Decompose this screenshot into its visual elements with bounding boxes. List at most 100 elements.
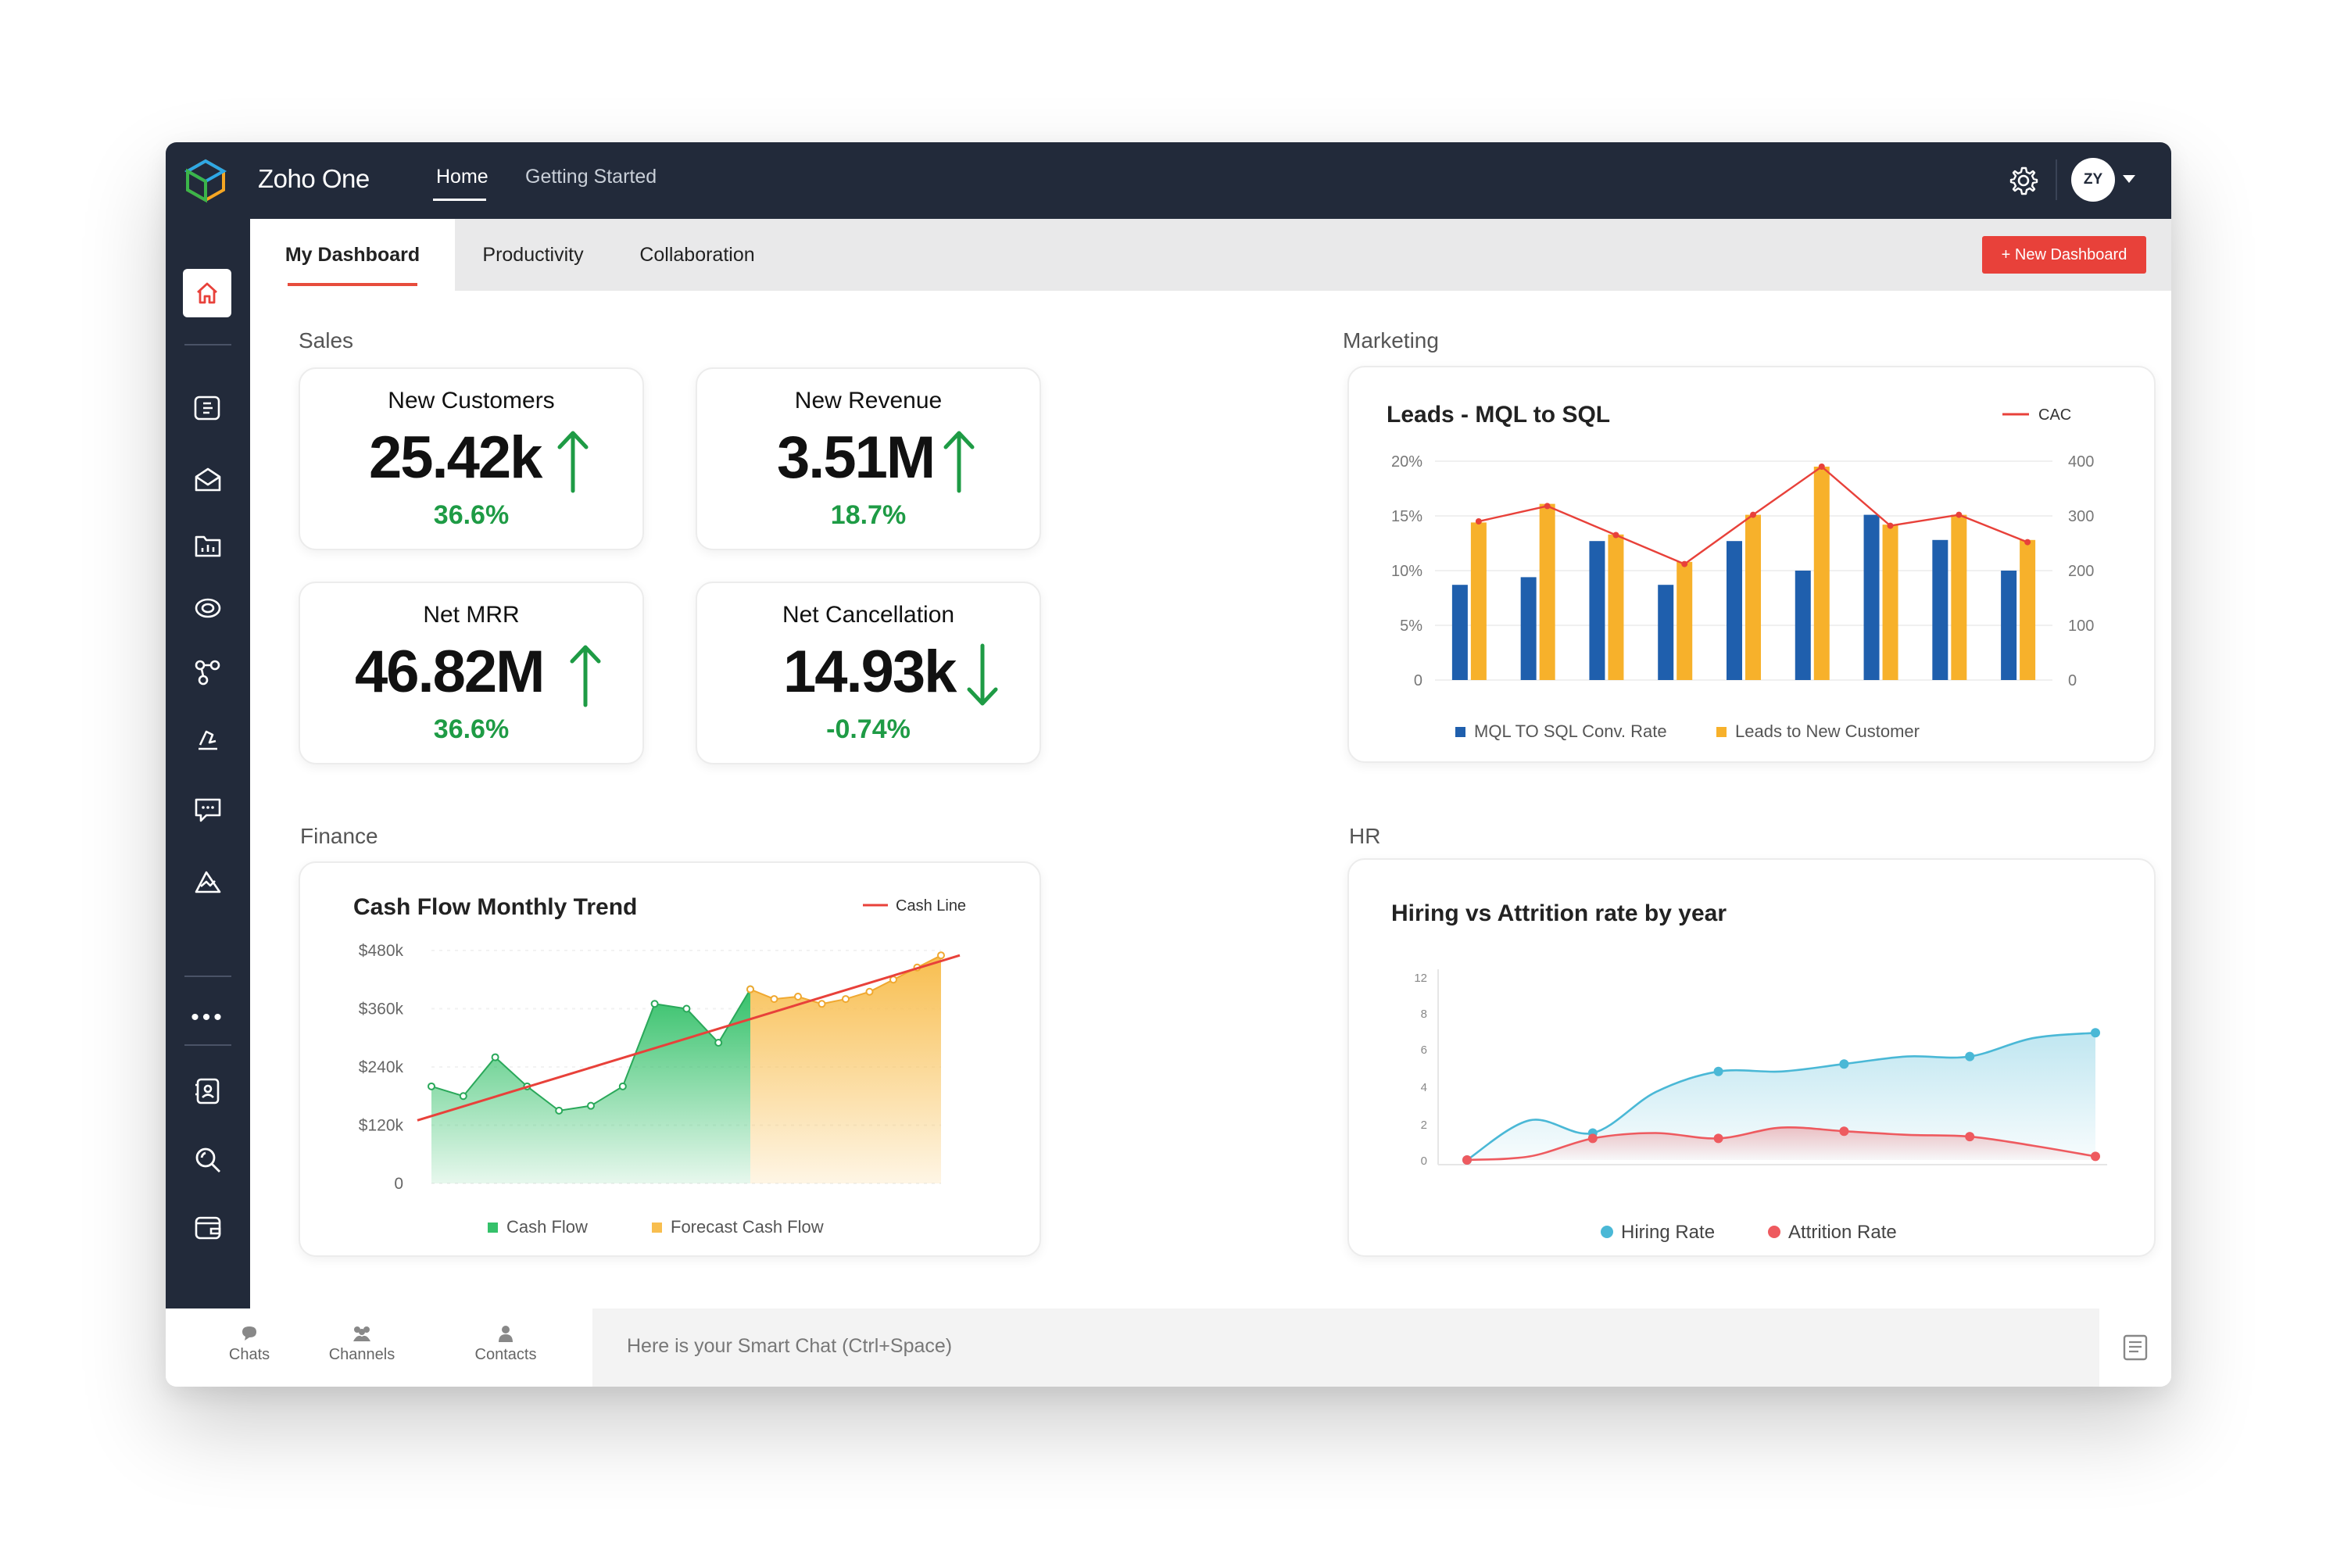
sidebar-mail-icon[interactable] xyxy=(192,464,224,496)
legend-hiring-label: Hiring Rate xyxy=(1621,1222,1715,1243)
attrition-point xyxy=(1462,1155,1472,1165)
cac-point xyxy=(2024,539,2031,546)
cash-flow-point xyxy=(714,1038,723,1047)
legend-mql-swatch xyxy=(1455,727,1465,737)
kpi-change: 36.6% xyxy=(433,714,510,744)
search-icon[interactable] xyxy=(192,1144,224,1176)
zoho-one-logo-icon[interactable] xyxy=(183,158,228,203)
kpi-card-new-customers[interactable]: New Customers 25.42k 36.6% xyxy=(299,367,644,550)
bar-leads xyxy=(1539,503,1555,680)
smart-chat-input[interactable]: Here is your Smart Chat (Ctrl+Space) xyxy=(627,1335,953,1357)
channels-label: Channels xyxy=(328,1346,395,1363)
chevron-down-icon[interactable] xyxy=(2123,175,2135,183)
new-dashboard-button[interactable]: + New Dashboard xyxy=(1982,236,2146,274)
contacts-label: Contacts xyxy=(474,1346,537,1363)
y-tick-label: 12 xyxy=(1414,972,1427,985)
tab-my-dashboard[interactable]: My Dashboard xyxy=(250,219,455,291)
sidebar-signature-icon[interactable] xyxy=(192,724,224,755)
kpi-card-new-revenue[interactable]: New Revenue 3.51M 18.7% xyxy=(696,367,1041,550)
bar-leads xyxy=(2020,539,2036,680)
sidebar-crm-icon[interactable] xyxy=(192,392,224,424)
cac-point xyxy=(1612,532,1619,539)
bar-leads xyxy=(1882,524,1898,680)
sidebar-analytics-folder-icon[interactable] xyxy=(192,530,224,561)
sidebar-separator xyxy=(184,344,231,345)
sidebar-wallet-icon[interactable] xyxy=(192,1212,224,1243)
y-tick-label: 6 xyxy=(1421,1044,1427,1057)
cac-point xyxy=(1750,511,1756,518)
hiring-line xyxy=(1466,1032,2096,1162)
kpi-card-net-cancellation[interactable]: Net Cancellation 14.93k -0.74% xyxy=(696,582,1041,764)
tab-productivity[interactable]: Productivity xyxy=(482,244,584,266)
attrition-point xyxy=(2091,1151,2100,1162)
sidebar-item-home[interactable] xyxy=(183,269,231,317)
sidebar-workflow-icon[interactable] xyxy=(192,657,224,688)
chart-title: Hiring vs Attrition rate by year xyxy=(1391,900,1727,926)
legend-forecast-label: Forecast Cash Flow xyxy=(671,1217,824,1237)
hiring-point xyxy=(1839,1059,1849,1069)
y-tick-label: $360k xyxy=(359,1001,404,1018)
cash-line xyxy=(417,954,961,1122)
gear-icon[interactable] xyxy=(2009,166,2038,195)
y-tick-label: 8 xyxy=(1421,1008,1427,1021)
y-right-tick-label: 100 xyxy=(2068,618,2094,635)
cac-point xyxy=(1887,522,1894,529)
legend-cash-line-label: Cash Line xyxy=(896,897,966,915)
kpi-label: Net Cancellation xyxy=(782,602,955,628)
nav-home[interactable]: Home xyxy=(436,166,488,188)
chart-card-hiring[interactable]: Hiring vs Attrition rate by year 12 8 6 4 2 0 H… xyxy=(1347,858,2156,1257)
bar-mql xyxy=(1451,585,1468,680)
sidebar-chat-icon[interactable] xyxy=(192,794,224,825)
hiring-attrition-chart: Hiring vs Attrition rate by year 12 8 6 4 2 0 H… xyxy=(1391,900,2107,1243)
cac-point xyxy=(1956,511,1963,518)
channels-group-icon xyxy=(353,1326,370,1341)
y-right-tick-label: 200 xyxy=(2068,563,2094,580)
bar-leads xyxy=(1951,514,1967,680)
user-avatar[interactable]: ZY xyxy=(2071,158,2115,202)
chart-card-cash-flow[interactable]: Cash Flow Monthly Trend $480k $360k $240k $1… xyxy=(299,861,1041,1257)
bar-leads xyxy=(1745,514,1761,680)
bar-mql xyxy=(1932,539,1948,680)
section-title-marketing: Marketing xyxy=(1343,328,1439,353)
app-title[interactable]: Zoho One xyxy=(258,164,370,193)
section-title-sales: Sales xyxy=(299,328,354,353)
legend-attrition-swatch xyxy=(1768,1226,1780,1238)
hiring-area xyxy=(1467,1033,2095,1160)
sidebar-directory-icon[interactable] xyxy=(192,1076,224,1107)
cash-flow-point xyxy=(650,1000,659,1008)
legend-hiring-swatch xyxy=(1601,1226,1613,1238)
chart-title: Leads - MQL to SQL xyxy=(1387,402,1610,428)
more-apps-icon[interactable]: ••• xyxy=(191,1004,225,1030)
app-window: Zoho One Home Getting Started ZY xyxy=(166,142,2171,1387)
contacts-button[interactable]: Contacts xyxy=(463,1324,549,1364)
y-tick-label: 0 xyxy=(394,1175,403,1193)
channels-button[interactable]: Channels xyxy=(319,1324,405,1364)
chart-card-leads[interactable]: Leads - MQL to SQL 20% 400 15% 300 10% 200 5% 10… xyxy=(1347,366,2156,763)
legend-leads-swatch xyxy=(1716,727,1727,737)
forecast-point xyxy=(937,951,945,960)
nav-home-underline xyxy=(433,199,486,201)
cash-flow-point xyxy=(491,1053,499,1061)
cash-flow-point xyxy=(587,1101,595,1110)
notes-icon[interactable] xyxy=(2120,1332,2151,1363)
cash-flow-point xyxy=(428,1082,435,1090)
kpi-card-net-mrr[interactable]: Net MRR 46.82M 36.6% xyxy=(299,582,644,764)
bar-leads xyxy=(1813,467,1830,680)
nav-getting-started[interactable]: Getting Started xyxy=(525,166,657,188)
legend-mql-label: MQL TO SQL Conv. Rate xyxy=(1474,721,1667,741)
y-tick-label: 5% xyxy=(1400,618,1422,635)
chats-button[interactable]: Chats xyxy=(206,1324,292,1364)
section-title-finance: Finance xyxy=(300,824,378,848)
kpi-value: 46.82M xyxy=(355,639,545,705)
bar-mql xyxy=(1520,577,1537,680)
sidebar-cloud-icon[interactable] xyxy=(192,592,224,624)
dashboard-content: Sales Marketing Finance HR New Customers… xyxy=(250,291,2171,1308)
tab-collaboration[interactable]: Collaboration xyxy=(639,244,755,266)
forecast-point xyxy=(865,987,874,996)
bottom-bar-right xyxy=(2099,1308,2171,1387)
kpi-change: -0.74% xyxy=(826,714,911,744)
sidebar-insights-icon[interactable] xyxy=(192,866,224,897)
kpi-change: 36.6% xyxy=(433,500,510,530)
y-tick-label: $480k xyxy=(359,942,404,960)
